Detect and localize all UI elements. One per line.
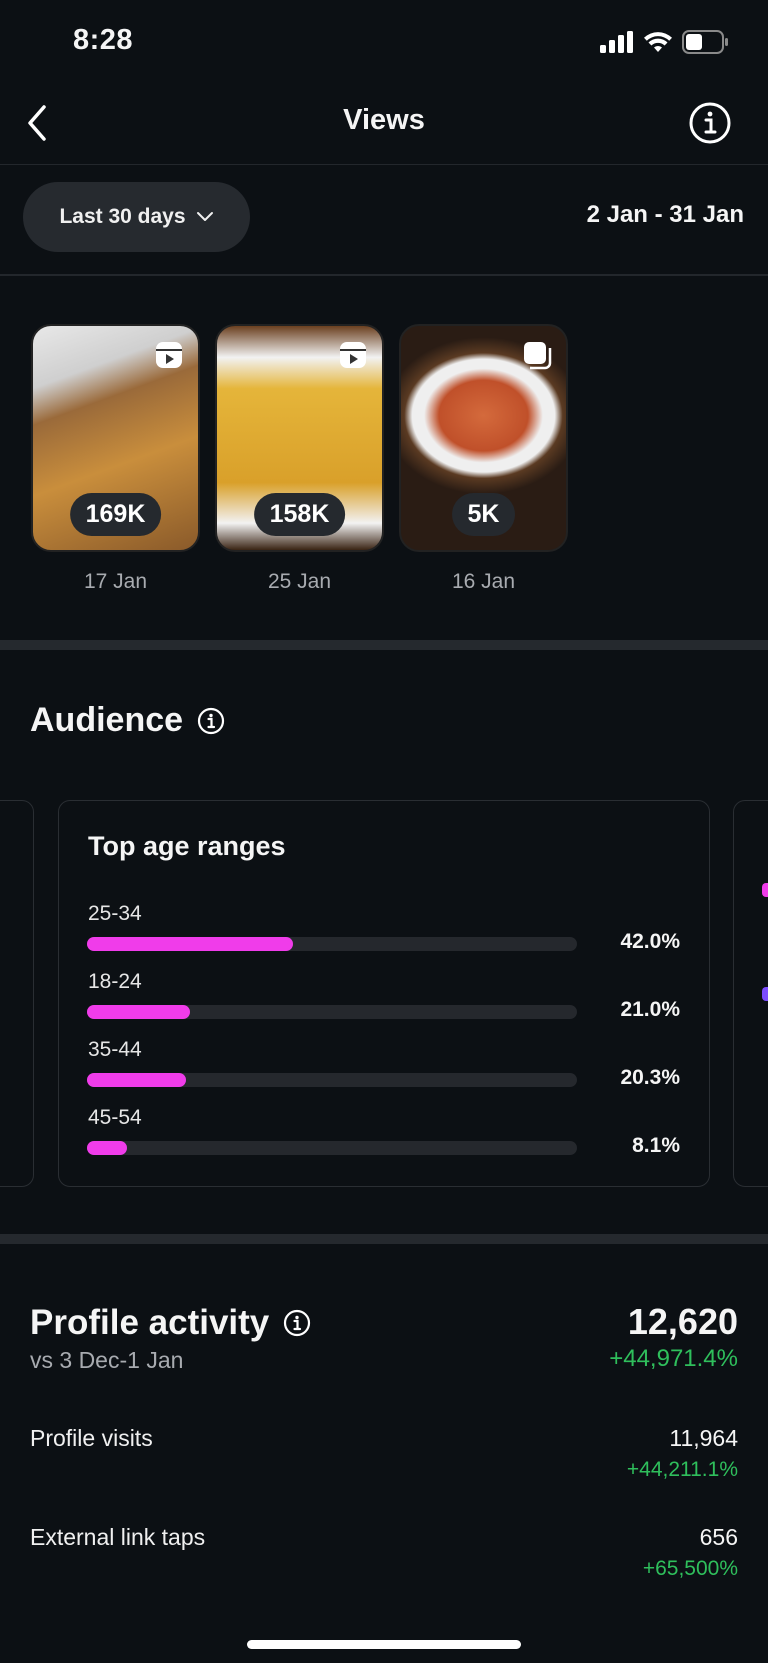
content-thumbnail-1[interactable]: 169K — [31, 324, 200, 552]
section-separator — [0, 640, 768, 650]
age-range-bar-track — [87, 1141, 577, 1155]
age-range-bar-track — [87, 1073, 577, 1087]
status-time: 8:28 — [73, 24, 134, 56]
age-range-bar-fill — [87, 1141, 127, 1155]
profile-visits-change: +44,211.1% — [626, 1458, 738, 1481]
age-ranges-card — [58, 800, 710, 1187]
age-range-label: 18-24 — [88, 970, 142, 993]
chevron-down-icon — [196, 212, 213, 221]
age-range-percent: 42.0% — [620, 930, 680, 953]
info-icon — [689, 102, 731, 144]
profile-activity-total: 12,620 — [627, 1301, 738, 1342]
age-range-percent: 8.1% — [632, 1134, 680, 1157]
header-divider — [0, 164, 768, 165]
page-title: Views — [343, 104, 425, 136]
legend-swatch — [762, 987, 768, 1001]
age-range-bar-track — [87, 1005, 577, 1019]
home-indicator[interactable] — [247, 1640, 521, 1649]
reel-icon — [156, 342, 182, 368]
reel-icon — [340, 342, 366, 368]
info-icon[interactable] — [283, 1309, 311, 1337]
profile-activity-change: +44,971.4% — [609, 1345, 738, 1372]
age-range-label: 25-34 — [88, 902, 142, 925]
carousel-icon — [524, 342, 552, 370]
content-thumbnail-2[interactable]: 158K — [215, 324, 384, 552]
info-icon[interactable] — [197, 707, 225, 735]
date-filter-label: Last 30 days — [59, 205, 186, 228]
external-link-taps-change: +65,500% — [642, 1557, 738, 1580]
wifi-icon — [644, 32, 672, 52]
date-range: 2 Jan - 31 Jan — [586, 201, 744, 228]
age-range-bar-fill — [87, 937, 293, 951]
views-badge: 158K — [253, 493, 346, 536]
chevron-left-icon — [28, 105, 46, 141]
audience-card-next[interactable] — [733, 800, 768, 1187]
views-badge: 5K — [451, 493, 516, 536]
audience-card-prev[interactable] — [0, 800, 34, 1187]
date-filter-dropdown[interactable]: Last 30 days — [23, 182, 250, 252]
comparison-period: vs 3 Dec-1 Jan — [30, 1347, 184, 1373]
content-date: 16 Jan — [451, 570, 516, 593]
battery-icon — [682, 30, 728, 54]
filter-divider — [0, 274, 768, 276]
section-separator — [0, 1234, 768, 1244]
profile-visits-value: 11,964 — [669, 1425, 738, 1451]
back-button[interactable] — [22, 103, 52, 143]
age-range-label: 45-54 — [88, 1106, 142, 1129]
external-link-taps-value: 656 — [699, 1524, 738, 1550]
age-range-percent: 20.3% — [620, 1066, 680, 1089]
status-icons — [600, 30, 728, 54]
age-range-percent: 21.0% — [620, 998, 680, 1021]
profile-activity-heading: Profile activity — [30, 1303, 311, 1343]
audience-title: Audience — [30, 701, 184, 739]
content-date: 25 Jan — [267, 570, 332, 593]
age-range-label: 35-44 — [88, 1038, 142, 1061]
views-badge: 169K — [69, 493, 162, 536]
age-range-bar-fill — [87, 1073, 187, 1087]
legend-swatch — [762, 883, 768, 897]
profile-activity-title: Profile activity — [30, 1303, 270, 1342]
content-date: 17 Jan — [83, 570, 148, 593]
signal-icon — [600, 31, 633, 53]
age-range-bar-track — [87, 937, 577, 951]
card-title: Top age ranges — [88, 831, 286, 861]
age-range-bar-fill — [87, 1005, 190, 1019]
info-button[interactable] — [688, 101, 732, 145]
content-thumbnail-3[interactable]: 5K — [399, 324, 568, 552]
audience-heading: Audience — [30, 701, 225, 740]
external-link-taps-label: External link taps — [30, 1524, 206, 1550]
profile-visits-label: Profile visits — [30, 1425, 153, 1451]
